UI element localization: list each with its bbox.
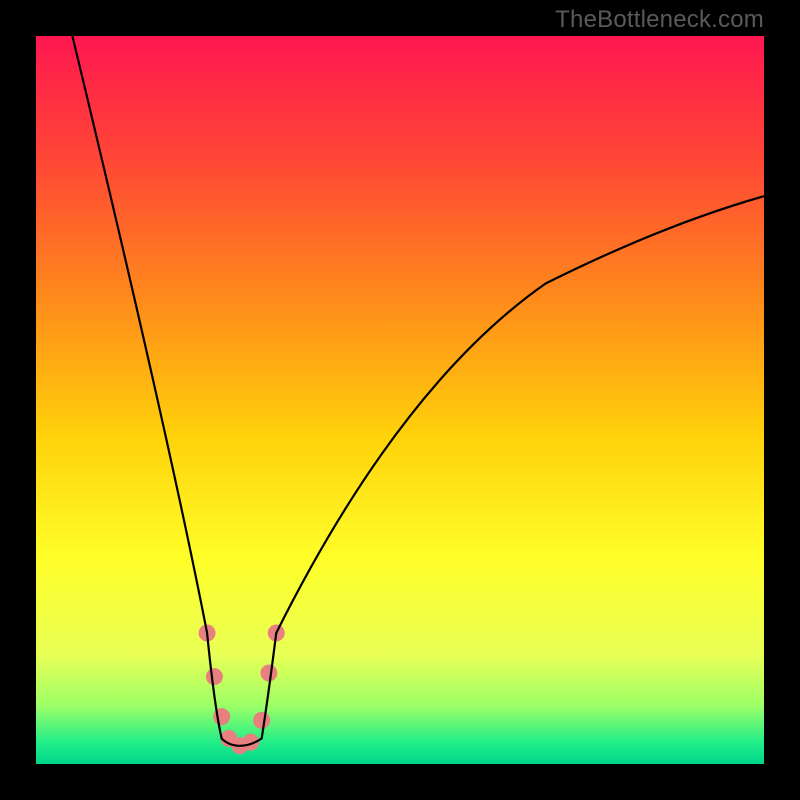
bottleneck-marker: [253, 712, 270, 729]
chart-frame: TheBottleneck.com: [0, 0, 800, 800]
bottleneck-marker: [206, 668, 223, 685]
plot-area: [36, 36, 764, 764]
watermark-text: TheBottleneck.com: [555, 6, 764, 34]
curve-left: [72, 36, 239, 746]
chart-svg: [36, 36, 764, 764]
curve-right: [240, 196, 764, 746]
bottleneck-marker: [260, 665, 277, 682]
